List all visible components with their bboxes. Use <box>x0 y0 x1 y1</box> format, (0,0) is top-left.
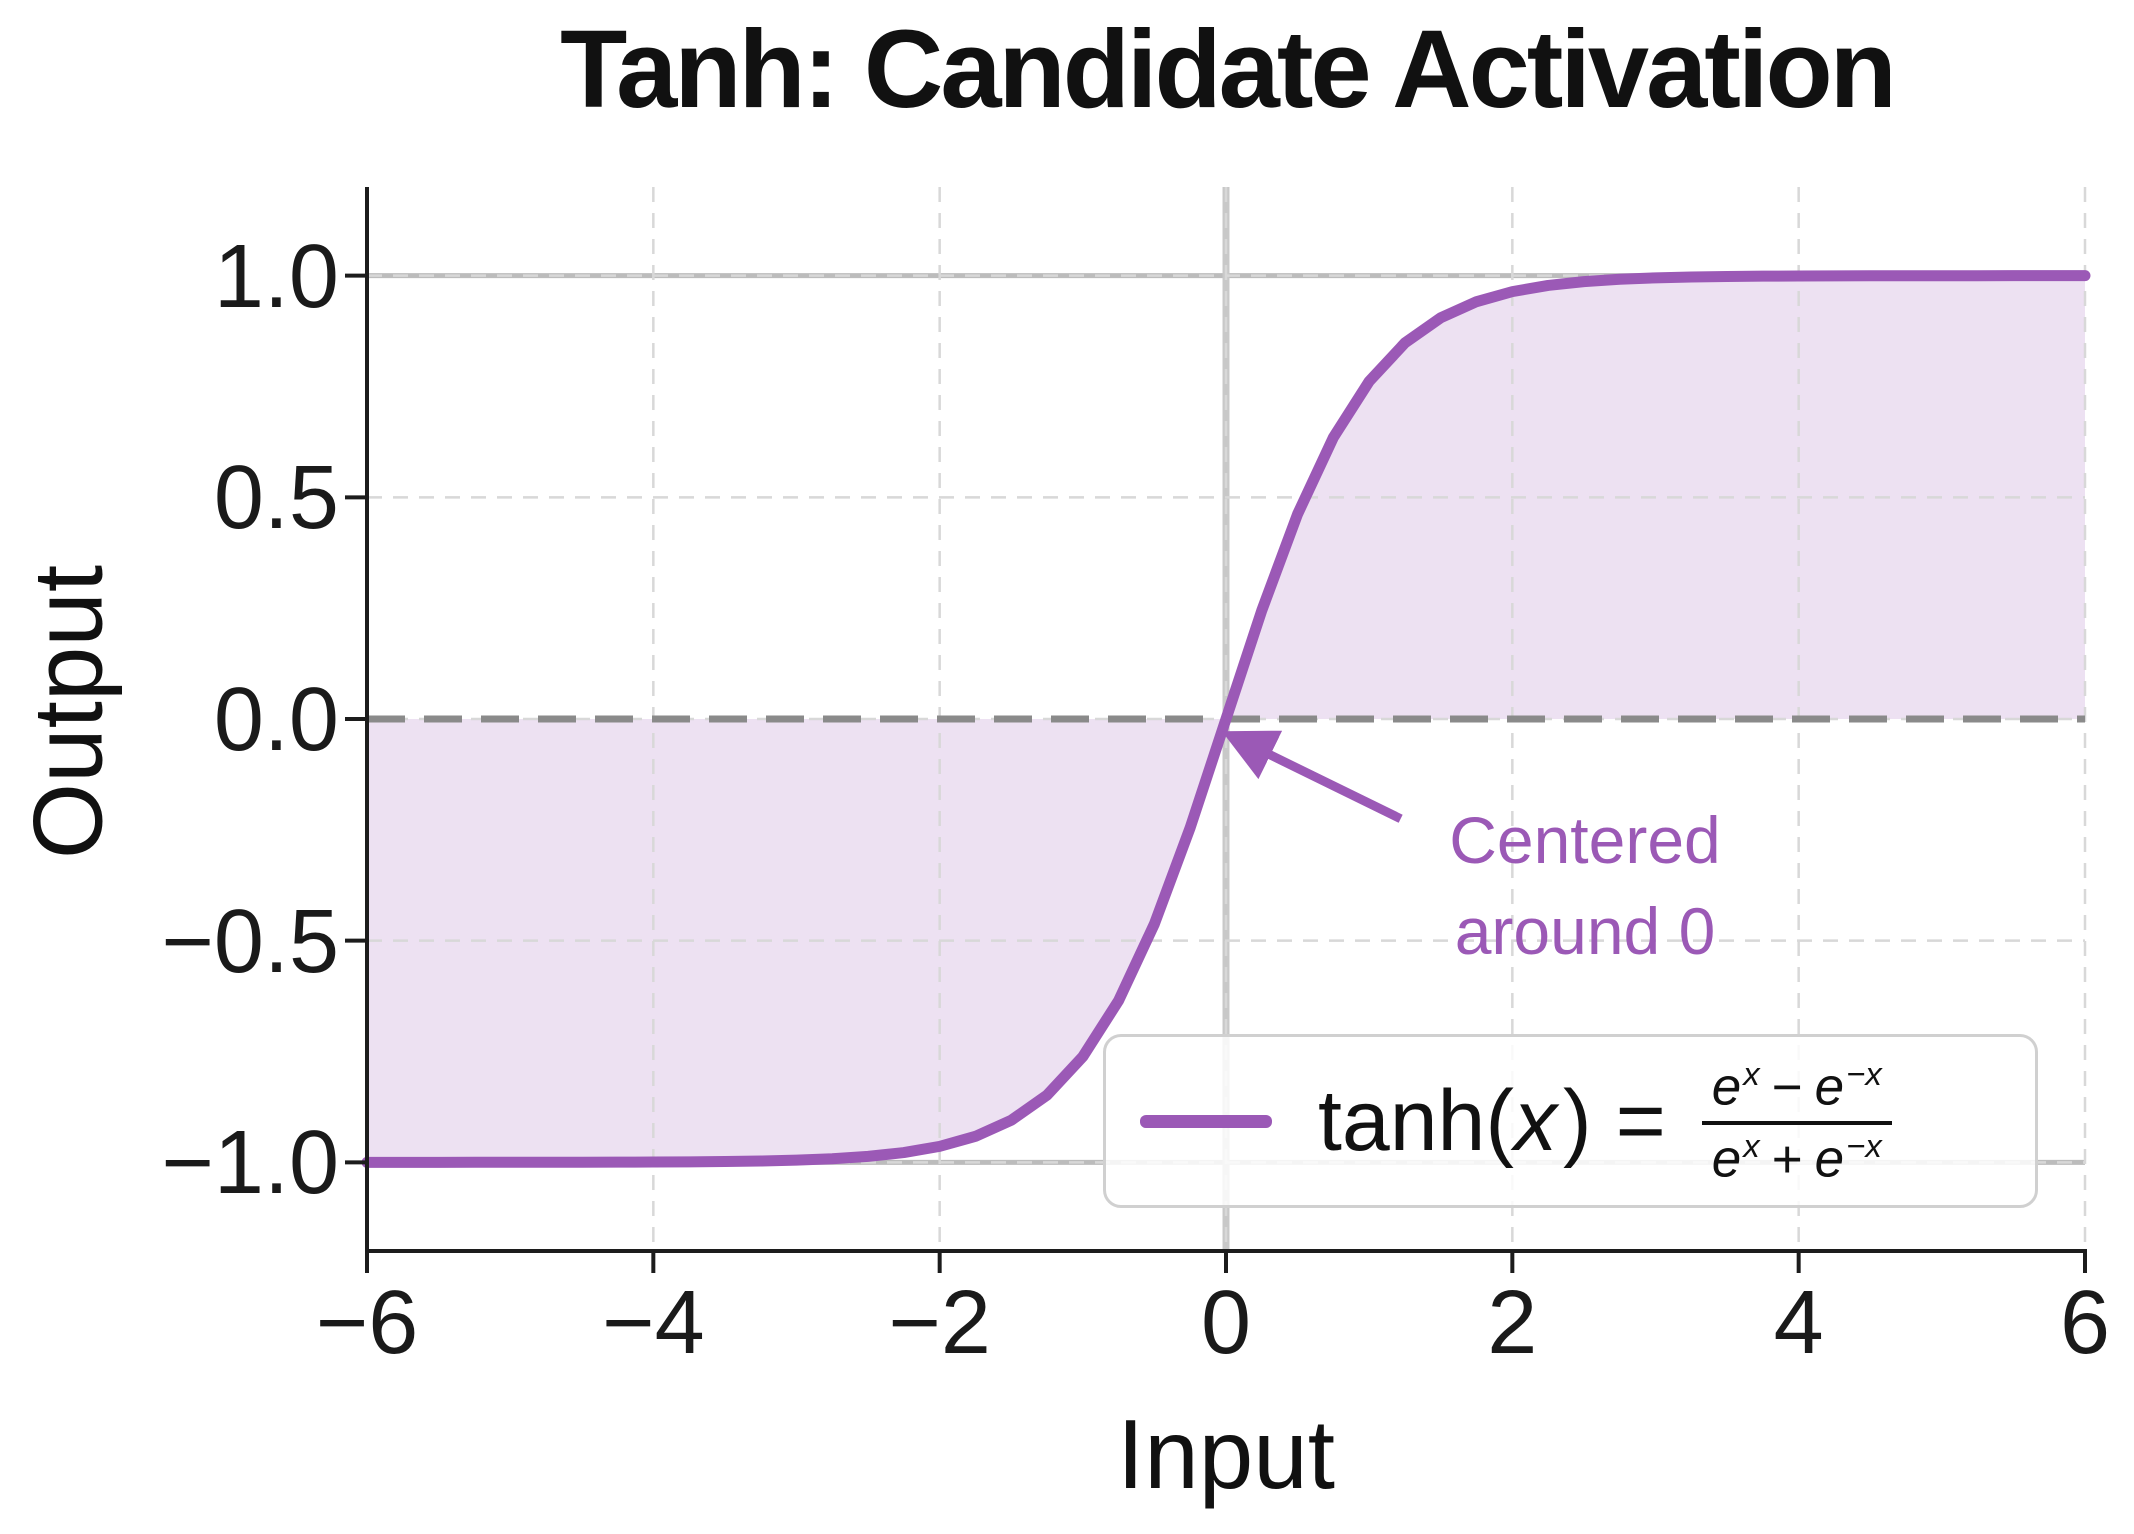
x-tick-label: −4 <box>602 1273 705 1373</box>
annotation-arrow <box>1221 730 1403 823</box>
y-tick-label: −1.0 <box>161 1113 339 1214</box>
math-sup-negx: −x <box>1846 1055 1882 1093</box>
math-e: e <box>1711 1129 1742 1189</box>
x-tick-label: 6 <box>2059 1273 2111 1373</box>
annotation-centered-around-0: Centered around 0 <box>1390 795 1780 977</box>
x-tick-label: 4 <box>1773 1273 1824 1373</box>
x-tick-label: 0 <box>1200 1273 1252 1373</box>
fraction-denominator: ex + e−x <box>1701 1121 1892 1193</box>
legend-fn-text: tanh( <box>1318 1072 1515 1169</box>
math-sup-x: x <box>1743 1055 1760 1093</box>
legend: tanh(x) = ex − e−x ex + e−x <box>1103 1034 2038 1208</box>
x-tick-label: 2 <box>1487 1273 1538 1373</box>
y-axis-label: Output <box>12 564 123 860</box>
math-minus: − <box>1771 1058 1803 1118</box>
chart-title: Tanh: Candidate Activation <box>560 8 1897 131</box>
legend-var: x <box>1514 1072 1558 1169</box>
y-tick-label: 0.0 <box>213 670 339 770</box>
y-tick-label: 0.5 <box>213 448 339 549</box>
fraction-numerator: ex − e−x <box>1702 1053 1892 1121</box>
x-axis-label: Input <box>1117 1399 1335 1509</box>
math-sup-negx: −x <box>1846 1127 1882 1164</box>
legend-equals: ) = <box>1563 1072 1666 1169</box>
tanh-curve <box>361 270 2091 1168</box>
math-e: e <box>1814 1129 1845 1189</box>
x-tick-label: −2 <box>888 1273 991 1373</box>
legend-fraction: ex − e−x ex + e−x <box>1701 1053 1892 1193</box>
legend-line-sample <box>1140 1114 1272 1128</box>
math-sup-x: x <box>1743 1127 1760 1164</box>
y-tick-label: −0.5 <box>161 891 339 992</box>
annotation-line-2: around 0 <box>1454 894 1716 969</box>
math-plus: + <box>1771 1129 1803 1189</box>
annotation-line-1: Centered <box>1449 803 1721 877</box>
math-e: e <box>1711 1058 1742 1118</box>
math-e: e <box>1814 1058 1845 1118</box>
y-tick-label: 1.0 <box>213 226 339 327</box>
legend-label: tanh(x) = ex − e−x ex + e−x <box>1318 1051 1892 1190</box>
x-tick-label: −6 <box>315 1273 419 1373</box>
